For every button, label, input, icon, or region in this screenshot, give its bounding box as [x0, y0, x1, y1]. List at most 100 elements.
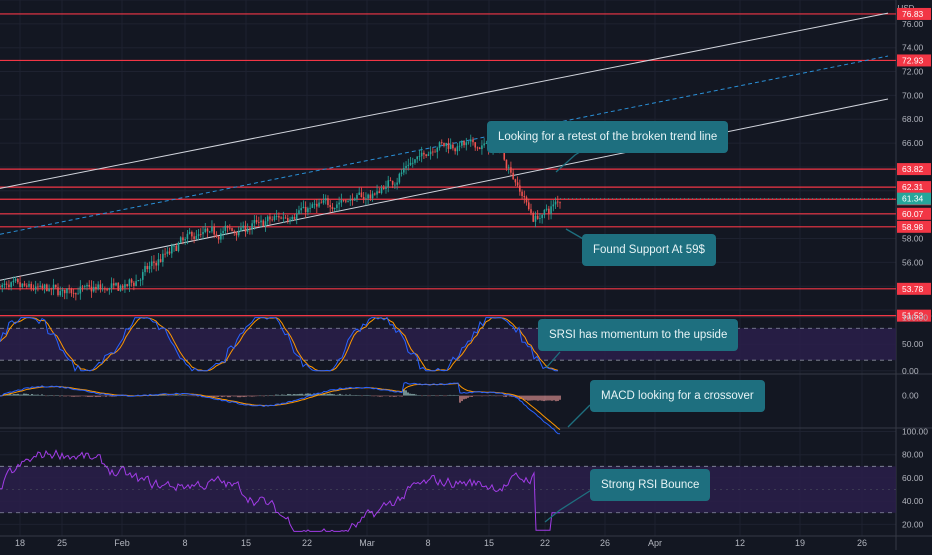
candle-body	[543, 209, 546, 215]
macd-histogram-bar	[275, 394, 277, 396]
macd-histogram-bar	[387, 395, 389, 397]
macd-histogram-bar	[9, 393, 11, 396]
macd-histogram-bar	[337, 394, 339, 396]
callout-rsi[interactable]: Strong RSI Bounce	[590, 469, 711, 501]
macd-histogram-bar	[25, 393, 27, 396]
macd-histogram-bar	[447, 395, 449, 396]
macd-histogram-bar	[163, 394, 165, 396]
candle-body	[57, 287, 59, 296]
macd-histogram-bar	[369, 395, 371, 397]
macd-histogram-bar	[85, 395, 87, 397]
macd-histogram-bar	[333, 394, 335, 396]
macd-histogram-bar	[209, 395, 211, 397]
candle-body	[184, 239, 186, 241]
macd-histogram-bar	[351, 395, 353, 396]
macd-histogram-bar	[243, 395, 245, 398]
callout-retest[interactable]: Looking for a retest of the broken trend…	[487, 121, 729, 153]
candle-body	[463, 141, 465, 146]
macd-histogram-bar	[455, 395, 457, 396]
macd-histogram-bar	[259, 395, 261, 397]
macd-histogram-bar	[31, 394, 33, 396]
macd-histogram-bar	[183, 395, 185, 396]
callout-macd[interactable]: MACD looking for a crossover	[590, 380, 765, 412]
candle-body	[456, 146, 459, 152]
macd-histogram-bar	[479, 395, 481, 397]
candle-body	[483, 143, 485, 146]
macd-histogram-bar	[93, 395, 95, 397]
macd-histogram-bar	[465, 395, 467, 399]
callout-srsi[interactable]: SRSI has momentum to the upside	[538, 319, 739, 351]
candle-body	[148, 265, 151, 270]
macd-histogram-bar	[167, 395, 169, 397]
macd-histogram-bar	[485, 395, 487, 397]
candle-body	[545, 208, 548, 210]
price-tick-label: 72.00	[902, 67, 924, 77]
price-channel[interactable]	[0, 12, 889, 281]
callout-support[interactable]: Found Support At 59$	[582, 234, 716, 266]
candle-body	[95, 286, 97, 290]
macd-histogram-bar	[373, 395, 375, 397]
macd-histogram-bar	[41, 394, 43, 396]
x-tick-label: 15	[241, 538, 251, 548]
candle-body	[409, 162, 412, 165]
macd-histogram-bar	[101, 395, 103, 397]
macd-histogram-bar	[55, 395, 57, 396]
macd-histogram-bar	[235, 395, 237, 397]
macd-histogram-bar	[67, 395, 69, 397]
candle-body	[164, 253, 166, 255]
price-tick-label: 58.00	[902, 233, 924, 243]
candle-body	[275, 216, 278, 217]
macd-histogram-bar	[417, 395, 419, 396]
macd-histogram-bar	[421, 395, 423, 397]
candle-body	[532, 212, 535, 222]
candle-body	[54, 284, 57, 288]
macd-histogram-bar	[431, 395, 433, 396]
macd-histogram-bar	[393, 395, 395, 397]
macd-histogram-bar	[315, 393, 317, 396]
macd-histogram-bar	[217, 395, 219, 397]
level-tag-label: 51.53	[902, 311, 924, 321]
candle-body	[360, 192, 363, 198]
candle-body	[48, 288, 50, 292]
candle-body	[99, 284, 102, 290]
macd-histogram-bar	[355, 394, 357, 396]
candle-body	[432, 151, 434, 153]
macd-histogram-bar	[445, 395, 447, 397]
candle-body	[81, 286, 84, 288]
candle-body	[478, 147, 481, 150]
candle-body	[121, 285, 124, 288]
candle-body	[554, 201, 557, 205]
candle-body	[552, 204, 555, 207]
candle-body	[61, 289, 64, 292]
macd-histogram-bar	[39, 395, 41, 396]
macd-histogram-bar	[433, 395, 435, 396]
macd-histogram-bar	[425, 395, 427, 396]
macd-histogram-bar	[299, 393, 301, 396]
macd-histogram-bar	[443, 395, 445, 397]
macd-histogram-bar	[287, 393, 289, 396]
macd-histogram-bar	[277, 394, 279, 396]
candle-body	[110, 283, 113, 289]
macd-histogram-bar	[91, 395, 93, 397]
candle-body	[43, 284, 46, 288]
candle-body	[30, 283, 33, 289]
candle-body	[141, 272, 144, 280]
candle-body	[423, 152, 425, 155]
candle-body	[539, 218, 541, 219]
candle-body	[220, 233, 222, 240]
macd-histogram-bar	[475, 395, 477, 397]
macd-histogram-bar	[523, 395, 525, 401]
candle-body	[130, 279, 133, 283]
candle-body	[353, 198, 356, 201]
macd-histogram-bar	[293, 394, 295, 396]
candle-body	[391, 180, 394, 185]
macd-histogram-bar	[249, 395, 251, 397]
candle-body	[162, 253, 164, 262]
macd-histogram-bar	[221, 395, 223, 398]
candle-body	[365, 198, 367, 200]
macd-histogram-bar	[359, 395, 361, 397]
candle-body	[307, 208, 309, 213]
macd-histogram-bar	[27, 394, 29, 396]
